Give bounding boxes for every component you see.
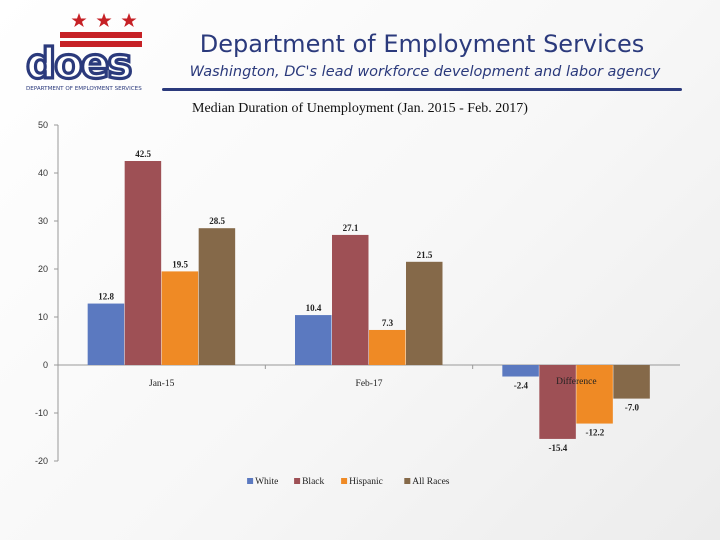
bar-all-races [406,261,443,365]
legend-label: White [255,477,278,487]
legend-label: Hispanic [349,477,383,487]
y-tick-label: 40 [38,168,48,178]
data-label: 42.5 [135,149,151,159]
data-label: -12.2 [585,428,604,438]
data-label: 27.1 [343,223,359,233]
bar-all-races [198,228,236,365]
bar-hispanic [576,365,613,424]
legend-swatch [341,478,348,484]
data-label: 28.5 [209,216,225,226]
legend-swatch [247,478,254,484]
legend-swatch [294,478,301,484]
star-icon [121,13,137,27]
star-icon [96,13,112,27]
legend-swatch [404,478,411,484]
page-title: Department of Employment Services [199,30,645,58]
data-label: 21.5 [417,250,433,260]
star-icon [71,13,87,27]
y-tick-label: 30 [38,216,48,226]
logo-mark: does [26,39,131,88]
flag-bar [60,32,142,38]
data-label: -2.4 [514,381,529,391]
data-label: 10.4 [306,303,322,313]
star-icons [71,13,137,27]
bar-hispanic [161,271,199,365]
bar-white [502,365,539,377]
page-subtitle: Washington, DC's lead workforce developm… [189,64,661,80]
bar-black [332,234,369,365]
y-tick-label: 50 [38,120,48,130]
chart-title: Median Duration of Unemployment (Jan. 20… [192,101,528,116]
x-category-label: Feb-17 [356,379,383,389]
x-category-label: Jan-15 [149,379,175,389]
y-tick-label: 10 [38,312,48,322]
does-logo: does DEPARTMENT OF EMPLOYMENT SERVICES [24,13,142,92]
bar-white [87,303,125,365]
bar-all-races [613,365,650,399]
y-tick-label: 20 [38,264,48,274]
header-divider [162,88,682,91]
bar-chart: Median Duration of Unemployment (Jan. 20… [35,101,680,487]
flag-bar [60,41,142,47]
legend-label: All Races [412,477,450,487]
x-category-label: Difference [556,376,596,387]
data-label: -7.0 [625,403,640,413]
bar-black [124,161,162,365]
y-tick-label: -10 [35,408,48,418]
data-label: 7.3 [382,318,394,328]
data-label: 12.8 [98,292,114,302]
data-label: 19.5 [172,259,188,269]
legend-label: Black [302,477,324,487]
y-tick-label: 0 [43,360,48,370]
data-label: -15.4 [548,443,567,453]
bar-hispanic [369,329,406,365]
y-tick-label: -20 [35,456,48,466]
bar-white [295,315,332,365]
logo-caption: DEPARTMENT OF EMPLOYMENT SERVICES [26,86,142,92]
bar-black [539,365,576,439]
